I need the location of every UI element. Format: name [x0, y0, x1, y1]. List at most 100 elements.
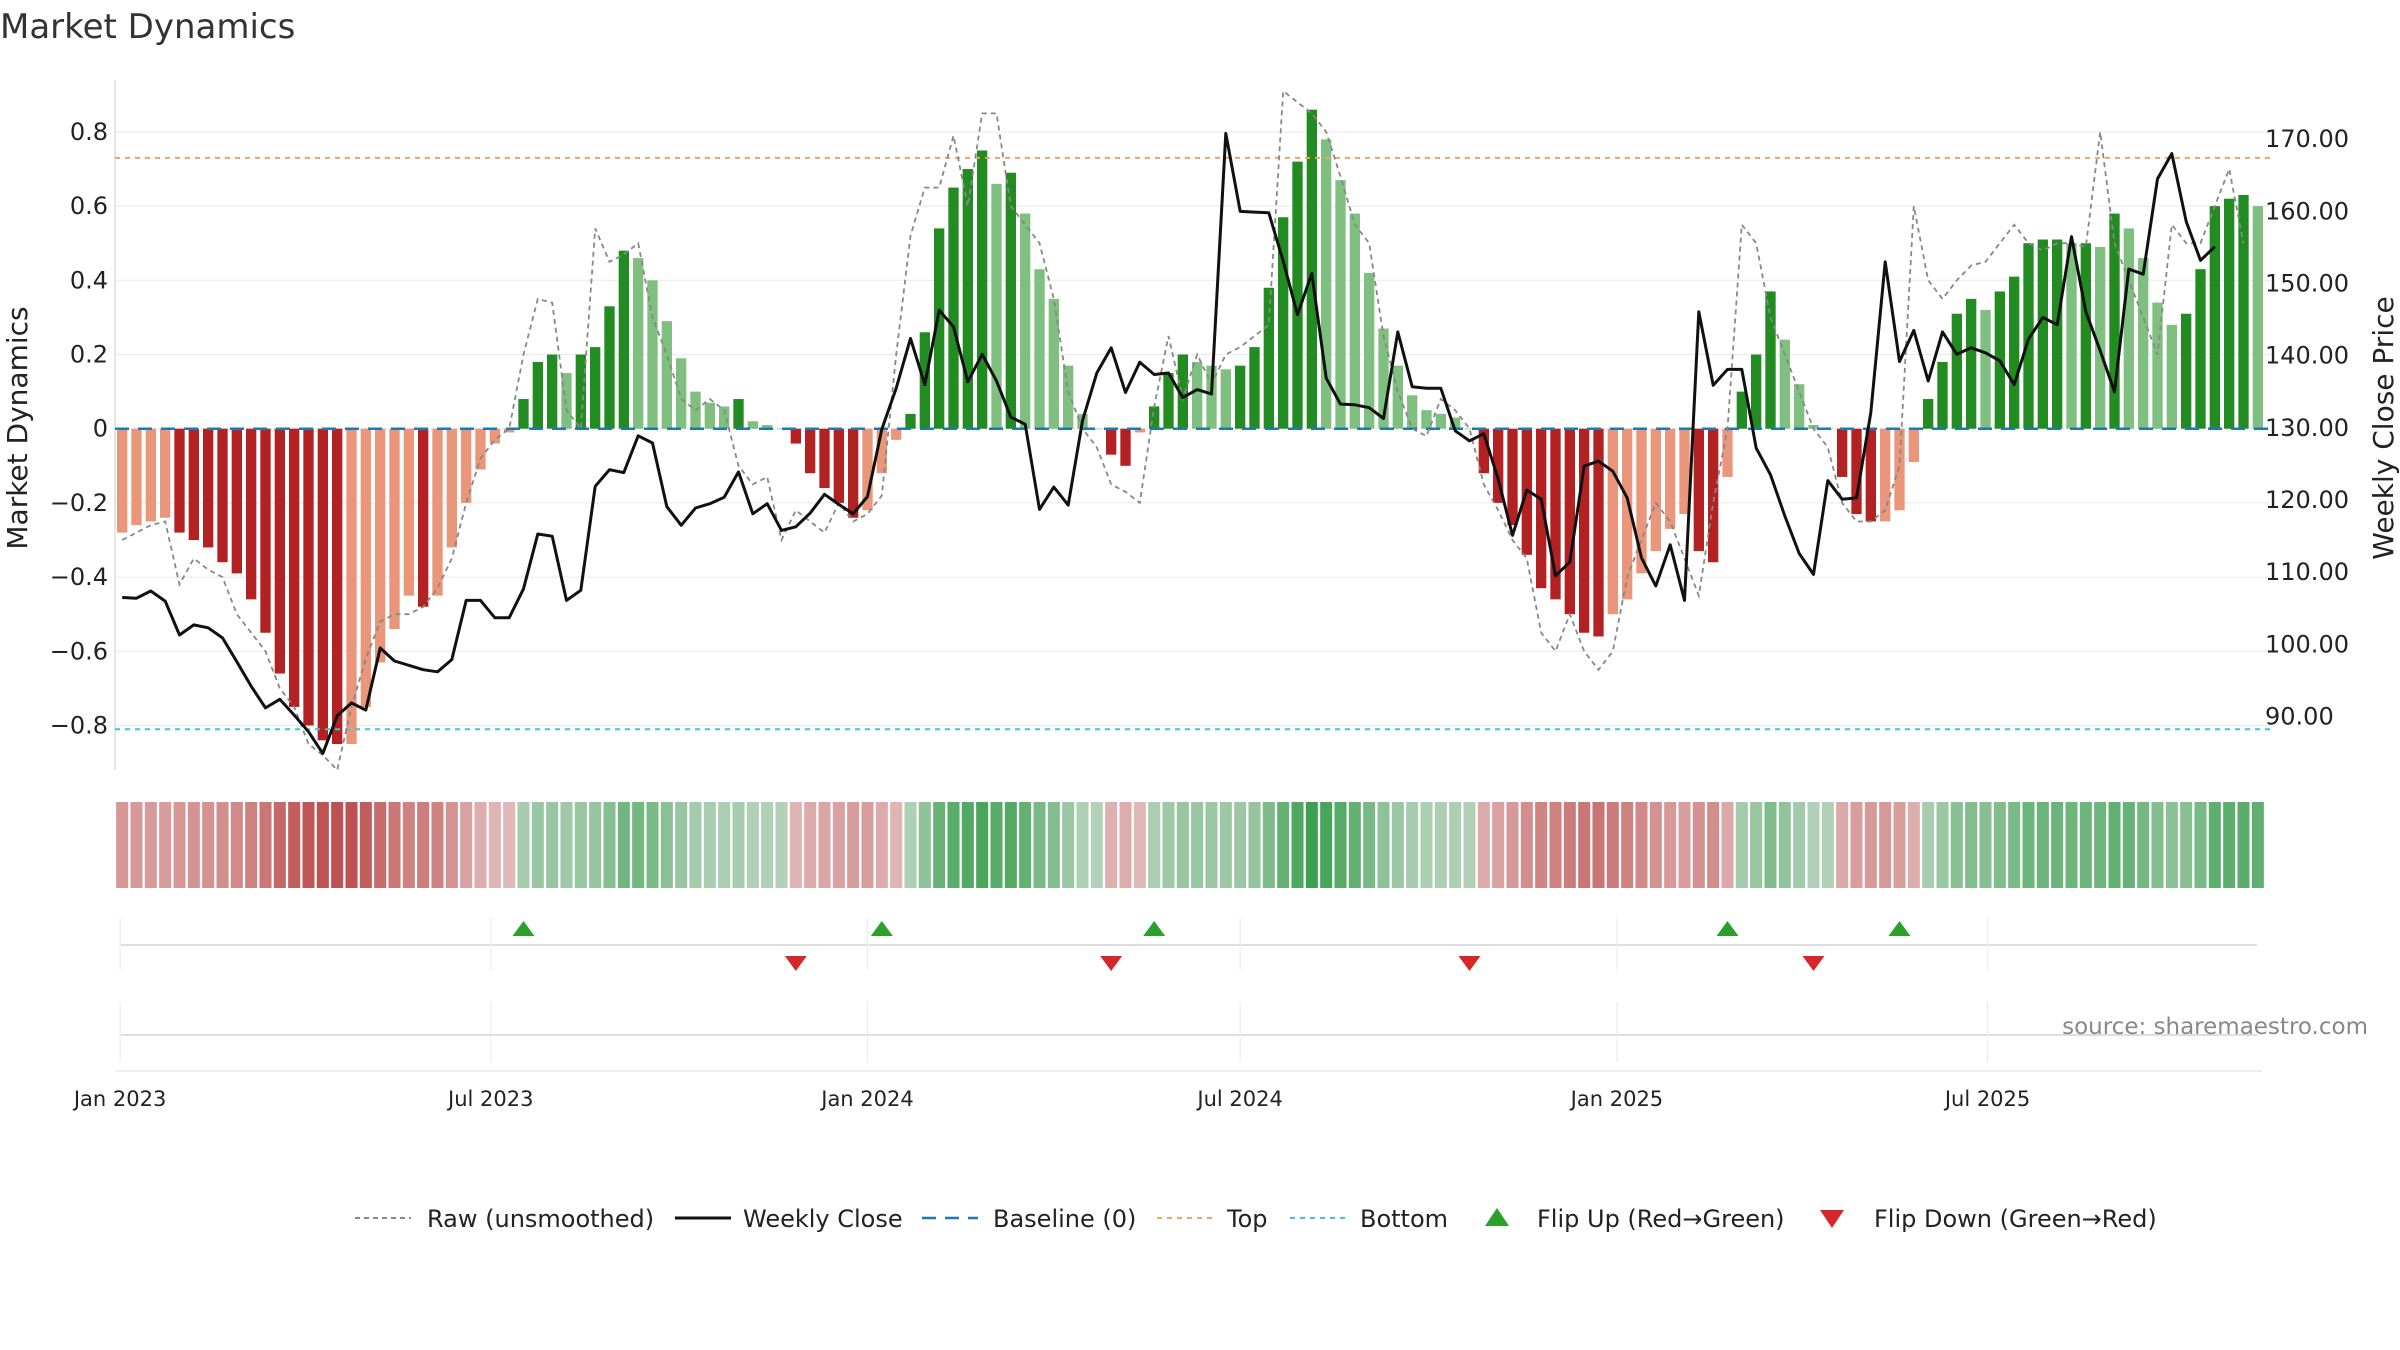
y2-tick-label: 170.00	[2265, 125, 2349, 153]
legend-label: Flip Up (Red→Green)	[1537, 1205, 1785, 1233]
regime-cell	[1936, 802, 1949, 888]
dynamics-bar	[819, 428, 830, 489]
regime-cell	[1148, 802, 1161, 888]
regime-cell	[1821, 802, 1834, 888]
dynamics-bar	[1493, 428, 1504, 503]
regime-cell	[2194, 802, 2207, 888]
regime-strip	[116, 802, 2264, 888]
regime-cell	[2223, 802, 2236, 888]
regime-cell	[1004, 802, 1017, 888]
dynamics-bar	[489, 428, 500, 444]
dynamics-bar	[1579, 428, 1590, 633]
regime-cell	[2165, 802, 2178, 888]
regime-cell	[1205, 802, 1218, 888]
dynamics-bar	[1894, 428, 1905, 511]
regime-cell	[1836, 802, 1849, 888]
dynamics-bar	[2181, 313, 2192, 429]
source-note: source: sharemaestro.com	[2062, 1014, 2368, 1040]
x-tick-label: Jan 2025	[1569, 1087, 1664, 1111]
dynamics-bar	[1048, 298, 1059, 429]
regime-cell	[1420, 802, 1433, 888]
dynamics-bar	[2037, 239, 2048, 429]
y-tick-label: −0.2	[50, 489, 108, 517]
regime-cell	[918, 802, 931, 888]
regime-cell	[1133, 802, 1146, 888]
regime-cell	[230, 802, 243, 888]
regime-cell	[173, 802, 186, 888]
regime-cell	[689, 802, 702, 888]
regime-cell	[675, 802, 688, 888]
regime-cell	[1606, 802, 1619, 888]
dynamics-bar	[2080, 243, 2091, 429]
dynamics-bar	[1751, 354, 1762, 429]
dynamics-bar	[762, 425, 773, 429]
regime-cell	[1793, 802, 1806, 888]
y-tick-label: 0	[93, 415, 108, 443]
flip-down-marker	[1100, 956, 1123, 971]
regime-cell	[976, 802, 989, 888]
dynamics-bar	[1306, 109, 1317, 429]
dynamics-bar	[1364, 272, 1375, 429]
dynamics-bar	[1435, 413, 1446, 429]
dynamics-bar	[504, 428, 515, 433]
dynamics-bar	[1292, 161, 1303, 429]
regime-cell	[1234, 802, 1247, 888]
dynamics-bar	[1980, 310, 1991, 429]
regime-cell	[1649, 802, 1662, 888]
regime-cell	[144, 802, 157, 888]
regime-cell	[861, 802, 874, 888]
regime-cell	[1019, 802, 1032, 888]
y-axis-label: Market Dynamics	[1, 306, 34, 549]
dynamics-bar	[1464, 428, 1475, 430]
regime-cell	[1664, 802, 1677, 888]
regime-cell	[517, 802, 530, 888]
regime-cell	[1391, 802, 1404, 888]
y-tick-label: 0.6	[70, 192, 108, 220]
dynamics-bar	[418, 428, 429, 607]
dynamics-bar	[1034, 269, 1045, 429]
x-axis-ticks: Jan 2023 Jul 2023 Jan 2024 Jul 2024 Jan 2025…	[72, 918, 2030, 1111]
regime-cell	[1764, 802, 1777, 888]
dynamics-bar	[1278, 217, 1289, 429]
flip-up-marker	[512, 921, 535, 936]
dynamics-bar	[1536, 428, 1547, 589]
dynamics-bar	[2138, 258, 2149, 429]
dynamics-bars	[117, 109, 2263, 745]
dynamics-bar	[2052, 239, 2063, 429]
dynamics-bar	[1679, 428, 1690, 515]
dynamics-bar	[848, 428, 859, 518]
dynamics-bar	[446, 428, 457, 548]
dynamics-bar	[1722, 428, 1733, 477]
regime-cell	[1635, 802, 1648, 888]
y-axis-ticks: 0.8 0.6 0.4 0.2 0 −0.2 −0.4 −0.6 −0.8	[50, 118, 108, 740]
dynamics-bar	[633, 258, 644, 429]
x-tick-label: Jan 2024	[819, 1087, 914, 1111]
dynamics-bar	[131, 428, 142, 526]
dynamics-bar	[174, 428, 185, 533]
regime-cell	[1692, 802, 1705, 888]
dynamics-bar	[260, 428, 271, 633]
dynamics-bar	[188, 428, 199, 540]
dynamics-bar	[1192, 361, 1203, 429]
regime-cell	[2251, 802, 2264, 888]
dynamics-bar	[1951, 313, 1962, 429]
regime-cell	[746, 802, 759, 888]
dynamics-bar	[145, 428, 156, 522]
regime-cell	[1592, 802, 1605, 888]
y2-tick-label: 100.00	[2265, 630, 2349, 658]
dynamics-bar	[833, 428, 844, 503]
dynamics-bar	[117, 428, 128, 533]
regime-cell	[2079, 802, 2092, 888]
dynamics-bar	[747, 421, 758, 429]
dynamics-bar	[203, 428, 214, 548]
dynamics-bar	[375, 428, 386, 663]
regime-cell	[546, 802, 559, 888]
regime-cell	[1219, 802, 1232, 888]
regime-cell	[890, 802, 903, 888]
regime-cell	[703, 802, 716, 888]
regime-cell	[1062, 802, 1075, 888]
regime-cell	[1262, 802, 1275, 888]
regime-cell	[1305, 802, 1318, 888]
regime-cell	[961, 802, 974, 888]
regime-cell	[2036, 802, 2049, 888]
